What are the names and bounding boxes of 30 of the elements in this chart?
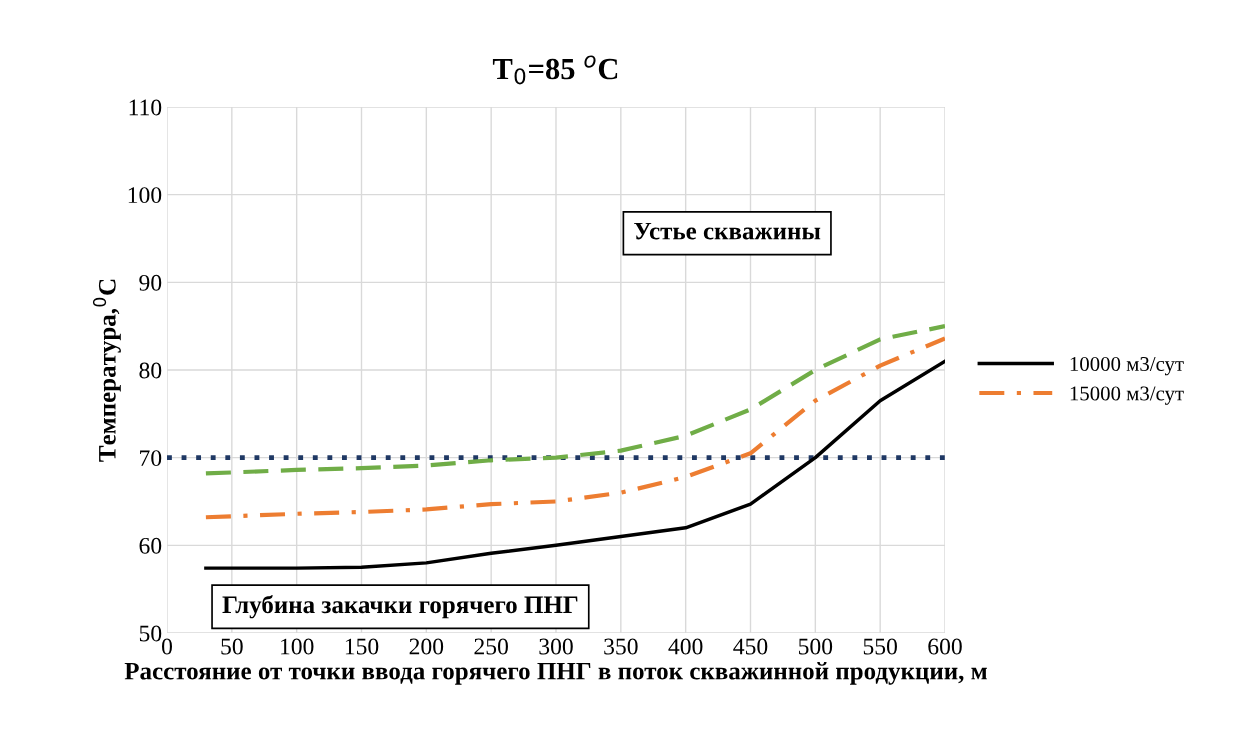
y-axis-title: Температура,$^{0}$C <box>92 279 121 462</box>
y-tick-label: 100 <box>128 187 162 204</box>
line-series <box>203 324 945 476</box>
annotation: Глубина закачки горячего ПНГ <box>222 595 578 619</box>
line-series <box>204 359 945 570</box>
legend-label: 15000 м3/сут <box>1070 386 1184 405</box>
x-tick-label: 50 <box>221 638 243 655</box>
x-tick-label: 500 <box>799 638 833 655</box>
x-tick-label: 550 <box>863 638 897 655</box>
y-tick-label: 50 <box>139 625 162 642</box>
x-tick-label: 600 <box>928 638 962 655</box>
x-axis-title: Расстояние от точки ввода горячего ПНГ в поток скважинной продукции, м <box>124 662 987 685</box>
y-tick-label: 80 <box>139 362 162 379</box>
y-tick-label: 70 <box>140 450 162 467</box>
x-tick-label: 450 <box>733 638 768 655</box>
legend-label: 10000 м3/сут <box>1070 356 1184 376</box>
x-tick-label: 300 <box>539 638 573 655</box>
x-tick-label: 250 <box>474 638 508 655</box>
x-tick-label: 350 <box>604 638 638 655</box>
y-tick-label: 110 <box>129 99 162 116</box>
x-tick-label: 150 <box>345 638 379 655</box>
x-tick-label: 0 <box>162 638 172 655</box>
chart-title: T$_{0}$=85 $^{o}$C <box>492 55 618 85</box>
x-tick-label: 100 <box>281 638 314 655</box>
line-series <box>203 336 945 520</box>
y-tick-label: 60 <box>139 537 162 554</box>
y-tick-label: 90 <box>139 274 162 291</box>
annotation: Устье скважины <box>634 222 821 240</box>
x-tick-label: 200 <box>409 638 444 655</box>
x-tick-label: 400 <box>668 638 703 655</box>
